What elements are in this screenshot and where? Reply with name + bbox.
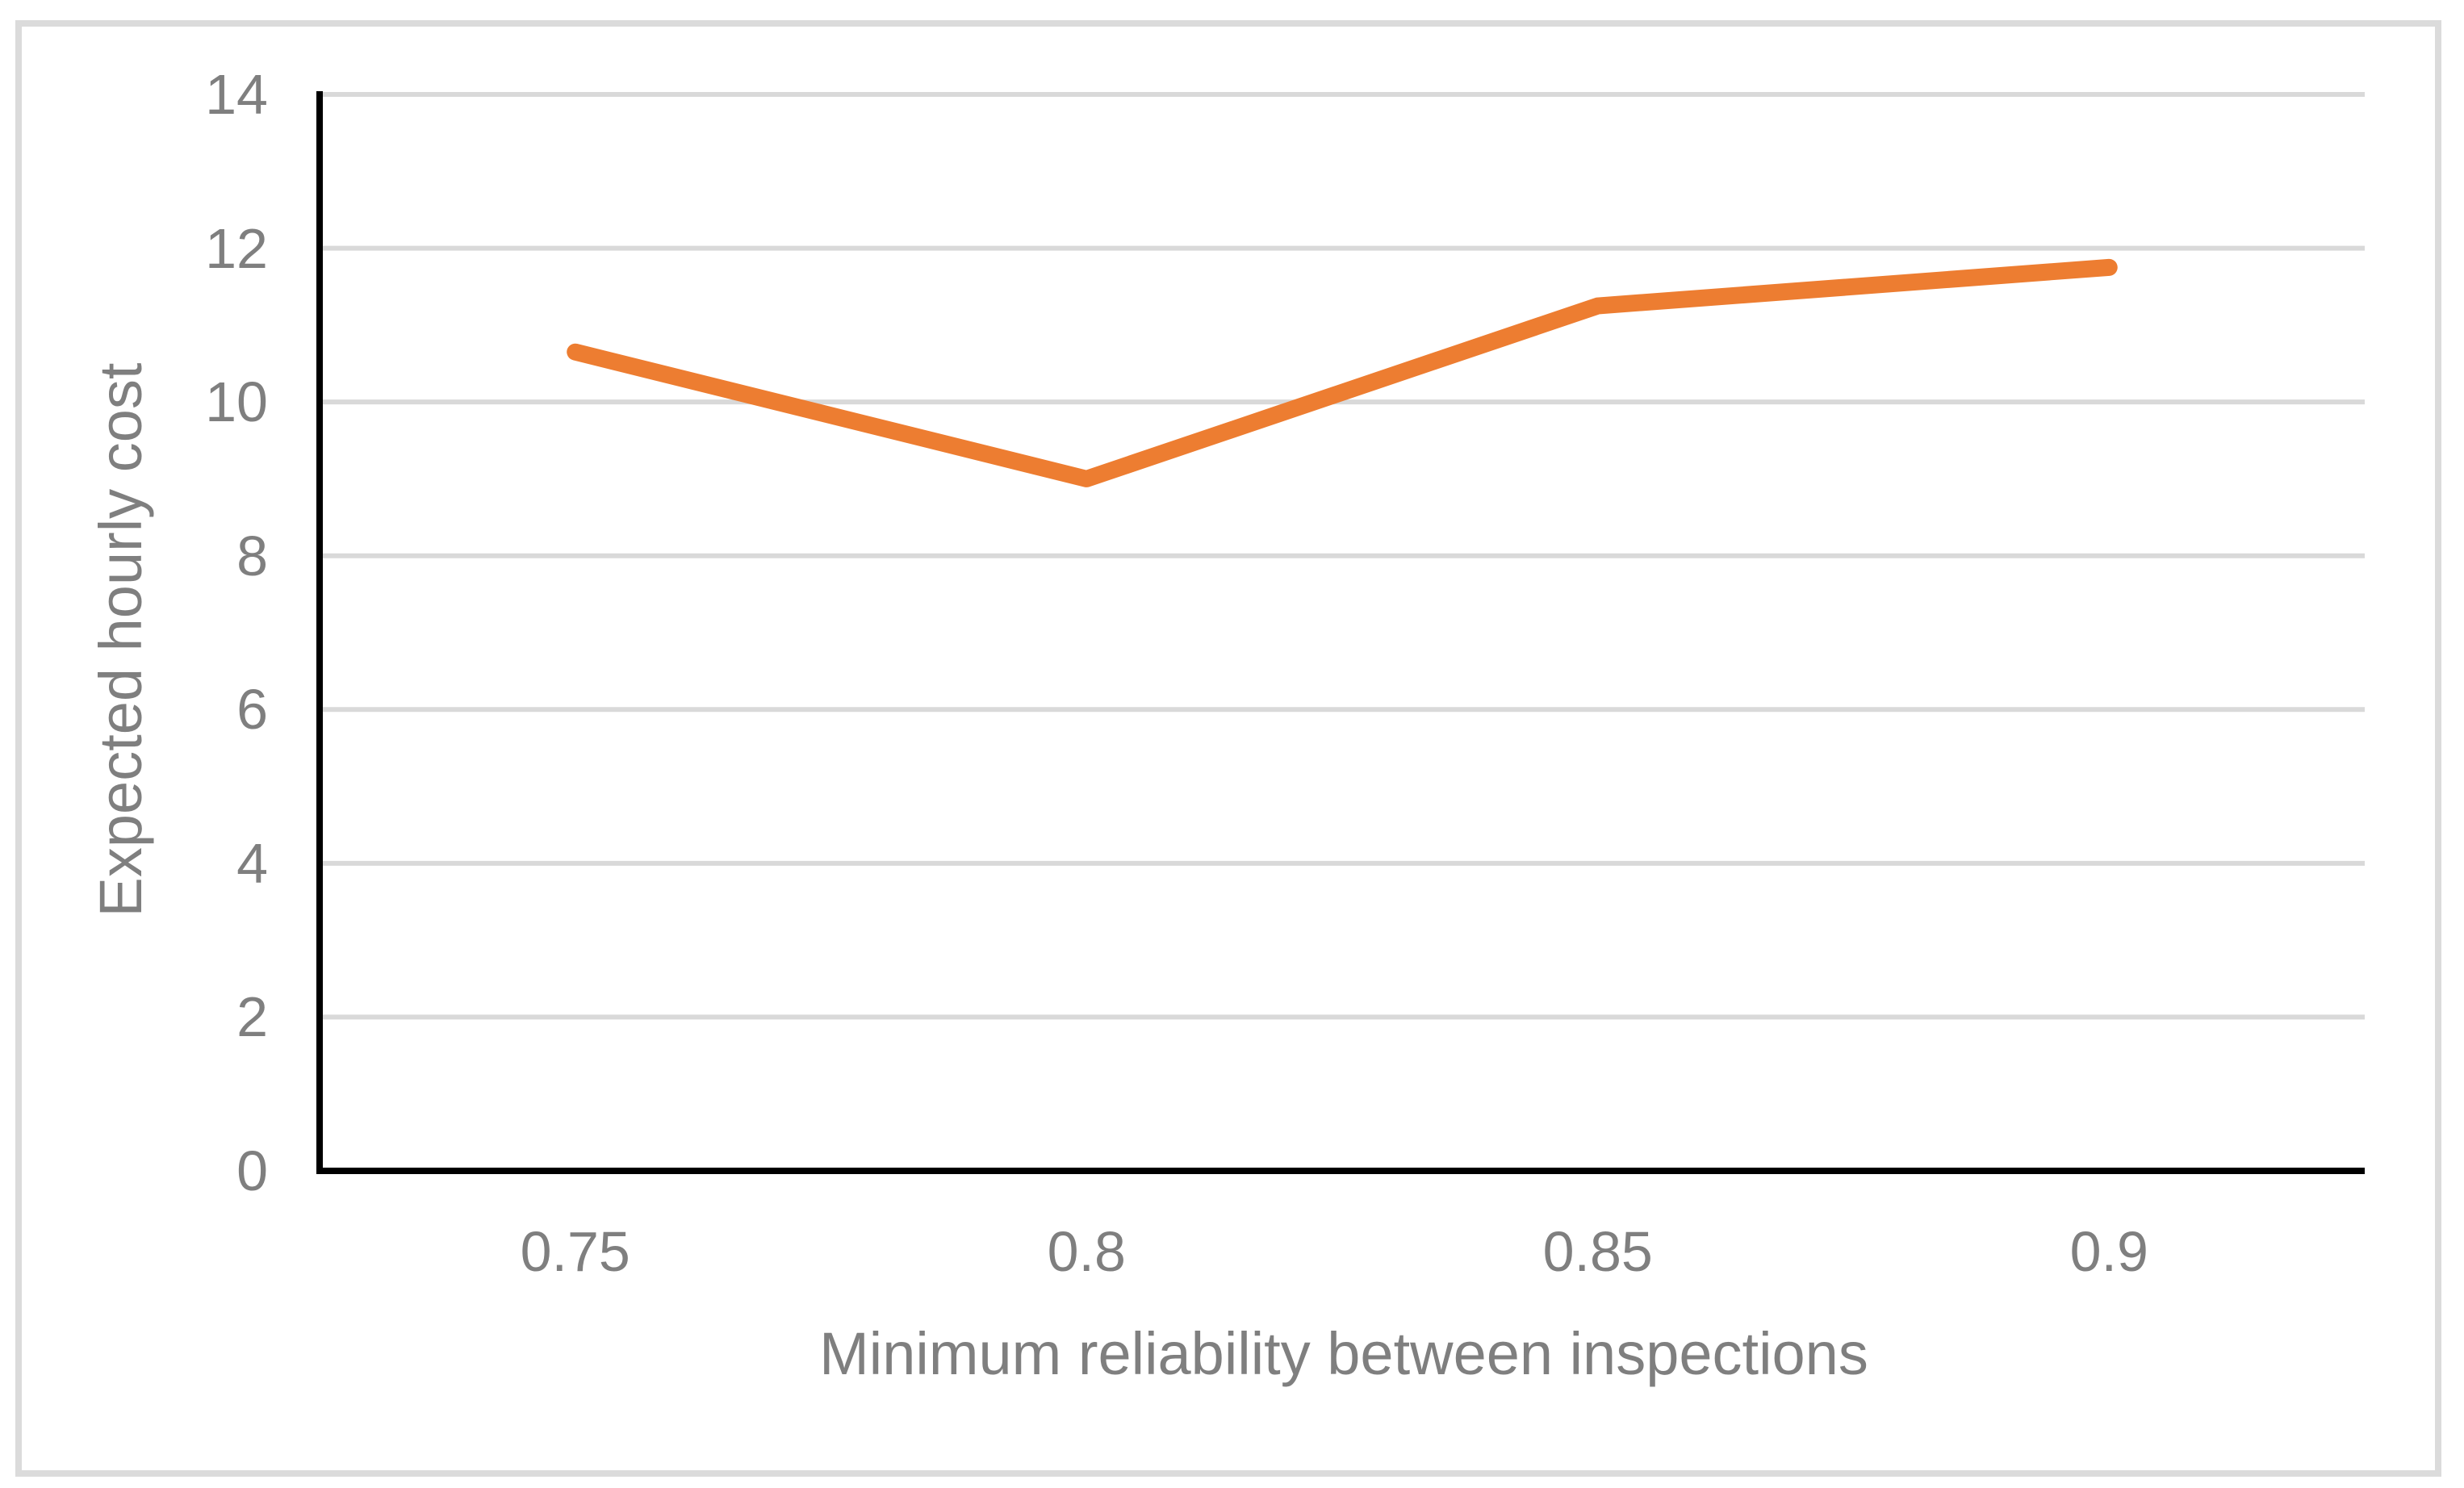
y-tick-label: 6 bbox=[236, 678, 268, 742]
series-line bbox=[567, 258, 2118, 487]
y-axis-title: Expected hourly cost bbox=[87, 362, 154, 917]
y-tick-label: 14 bbox=[205, 63, 268, 126]
x-tick-label: 0.75 bbox=[520, 1220, 630, 1283]
y-tick-label: 4 bbox=[236, 831, 268, 895]
y-tick-label: 10 bbox=[205, 370, 268, 434]
y-tick-label: 12 bbox=[205, 216, 268, 280]
x-axis-title: Minimum reliability between inspections bbox=[819, 1320, 1868, 1387]
y-tick-label: 2 bbox=[236, 985, 268, 1049]
x-tick-label: 0.85 bbox=[1542, 1220, 1653, 1283]
x-tick-label: 0.9 bbox=[2069, 1220, 2148, 1283]
y-tick-label: 8 bbox=[236, 524, 268, 587]
chart-outer-border bbox=[15, 20, 2441, 1477]
y-tick-label: 0 bbox=[236, 1139, 268, 1202]
x-tick-label: 0.8 bbox=[1047, 1220, 1126, 1283]
